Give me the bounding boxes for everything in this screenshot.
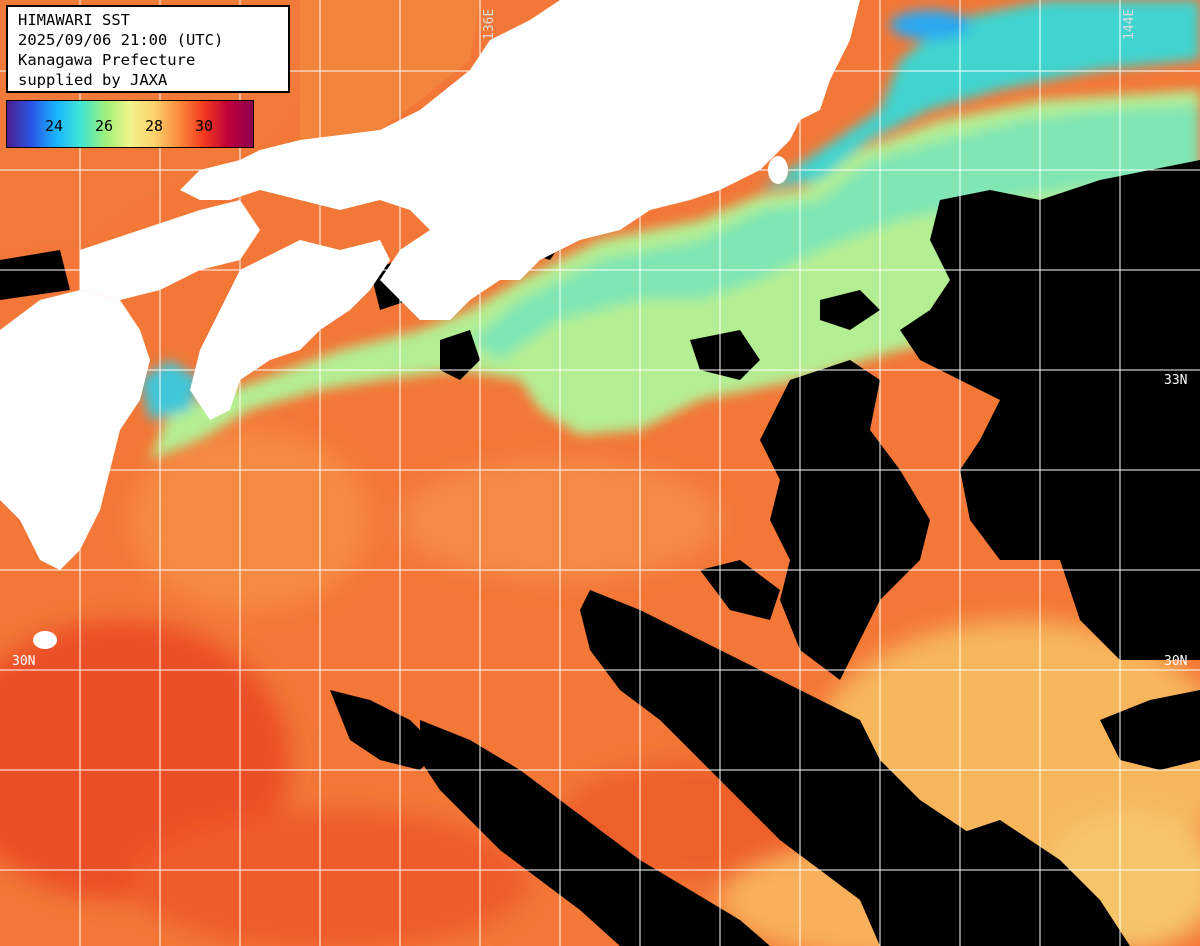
map-datetime: 2025/09/06 21:00 (UTC) (18, 31, 224, 49)
lat-label-30n-left: 30N (12, 654, 36, 669)
colorbar-tick-26: 26 (95, 117, 114, 135)
map-region: Kanagawa Prefecture (18, 51, 196, 69)
hot-water-patches (0, 430, 840, 946)
map-credit: supplied by JAXA (18, 71, 168, 89)
colorbar-tick-24: 24 (45, 117, 64, 135)
lat-label-30n-right: 30N (1164, 654, 1188, 669)
lat-label-33n-right: 33N (1164, 373, 1188, 388)
temperature-colorbar: 24 26 28 30 (6, 100, 254, 148)
lon-label-144e: 144E (1122, 8, 1137, 40)
map-title: HIMAWARI SST (18, 11, 130, 29)
cloud-mask (0, 160, 1200, 946)
colorbar-tick-28: 28 (145, 117, 164, 135)
info-box: HIMAWARI SST 2025/09/06 21:00 (UTC) Kana… (6, 5, 290, 93)
cool-coastal-band (140, 0, 1200, 460)
lon-label-136e: 136E (482, 8, 497, 40)
colorbar-tick-30: 30 (195, 117, 214, 135)
